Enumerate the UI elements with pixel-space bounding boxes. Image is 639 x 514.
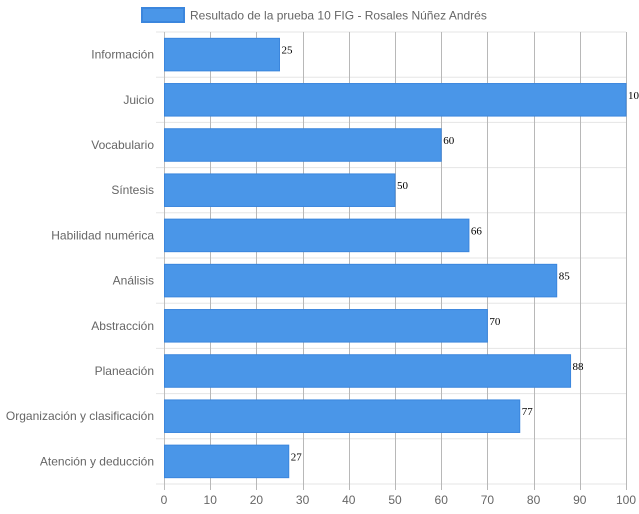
category-labels: Información Juicio Vocabulario Síntesis Habi… [6, 48, 154, 469]
category-label: Vocabulario [91, 138, 154, 152]
x-tick-label: 60 [435, 493, 449, 507]
bar[interactable] [164, 444, 290, 479]
data-label: 27 [291, 451, 303, 463]
category-label: Habilidad numérica [51, 228, 154, 242]
data-label: 50 [397, 180, 409, 192]
x-tick-label: 100 [616, 493, 636, 507]
data-labels: 25 100 60 50 66 85 70 88 77 27 [282, 45, 639, 464]
bar[interactable] [164, 128, 442, 162]
data-label: 60 [443, 135, 455, 147]
legend-swatch[interactable] [141, 7, 185, 23]
bar[interactable] [164, 399, 521, 433]
data-label: 85 [559, 271, 571, 283]
x-tick-label: 90 [573, 493, 587, 507]
data-label: 100 [628, 90, 639, 102]
bar[interactable] [164, 37, 280, 72]
legend[interactable]: Resultado de la prueba 10 FIG - Rosales … [141, 7, 487, 23]
category-label: Información [91, 48, 154, 62]
category-label: Juicio [123, 93, 154, 107]
bar[interactable] [164, 309, 488, 343]
category-label: Organización y clasificación [6, 409, 154, 423]
data-label: 25 [282, 45, 294, 57]
bar[interactable] [164, 83, 627, 117]
x-tick-label: 20 [250, 493, 264, 507]
x-tick-label: 80 [527, 493, 541, 507]
x-tick-label: 30 [296, 493, 310, 507]
x-tick-label: 0 [161, 493, 168, 507]
category-label: Planeación [95, 364, 154, 378]
legend-label[interactable]: Resultado de la prueba 10 FIG - Rosales … [190, 9, 487, 23]
category-label: Atención y deducción [40, 454, 154, 468]
bar[interactable] [164, 263, 558, 298]
category-label: Síntesis [111, 183, 154, 197]
x-tick-label: 70 [481, 493, 495, 507]
category-label: Abstracción [91, 319, 154, 333]
x-tick-label: 50 [388, 493, 402, 507]
data-label: 77 [522, 406, 534, 418]
category-label: Análisis [113, 274, 154, 288]
x-tick-label: 40 [342, 493, 356, 507]
data-label: 70 [489, 316, 501, 328]
data-label: 88 [573, 361, 585, 373]
bar[interactable] [164, 354, 572, 388]
x-tick-label: 10 [204, 493, 218, 507]
bar[interactable] [164, 218, 470, 253]
data-label: 66 [471, 225, 483, 237]
x-axis-tick-labels: 0 10 20 30 40 50 60 70 80 90 100 [161, 493, 637, 507]
bars [164, 37, 627, 479]
bar[interactable] [164, 173, 396, 207]
